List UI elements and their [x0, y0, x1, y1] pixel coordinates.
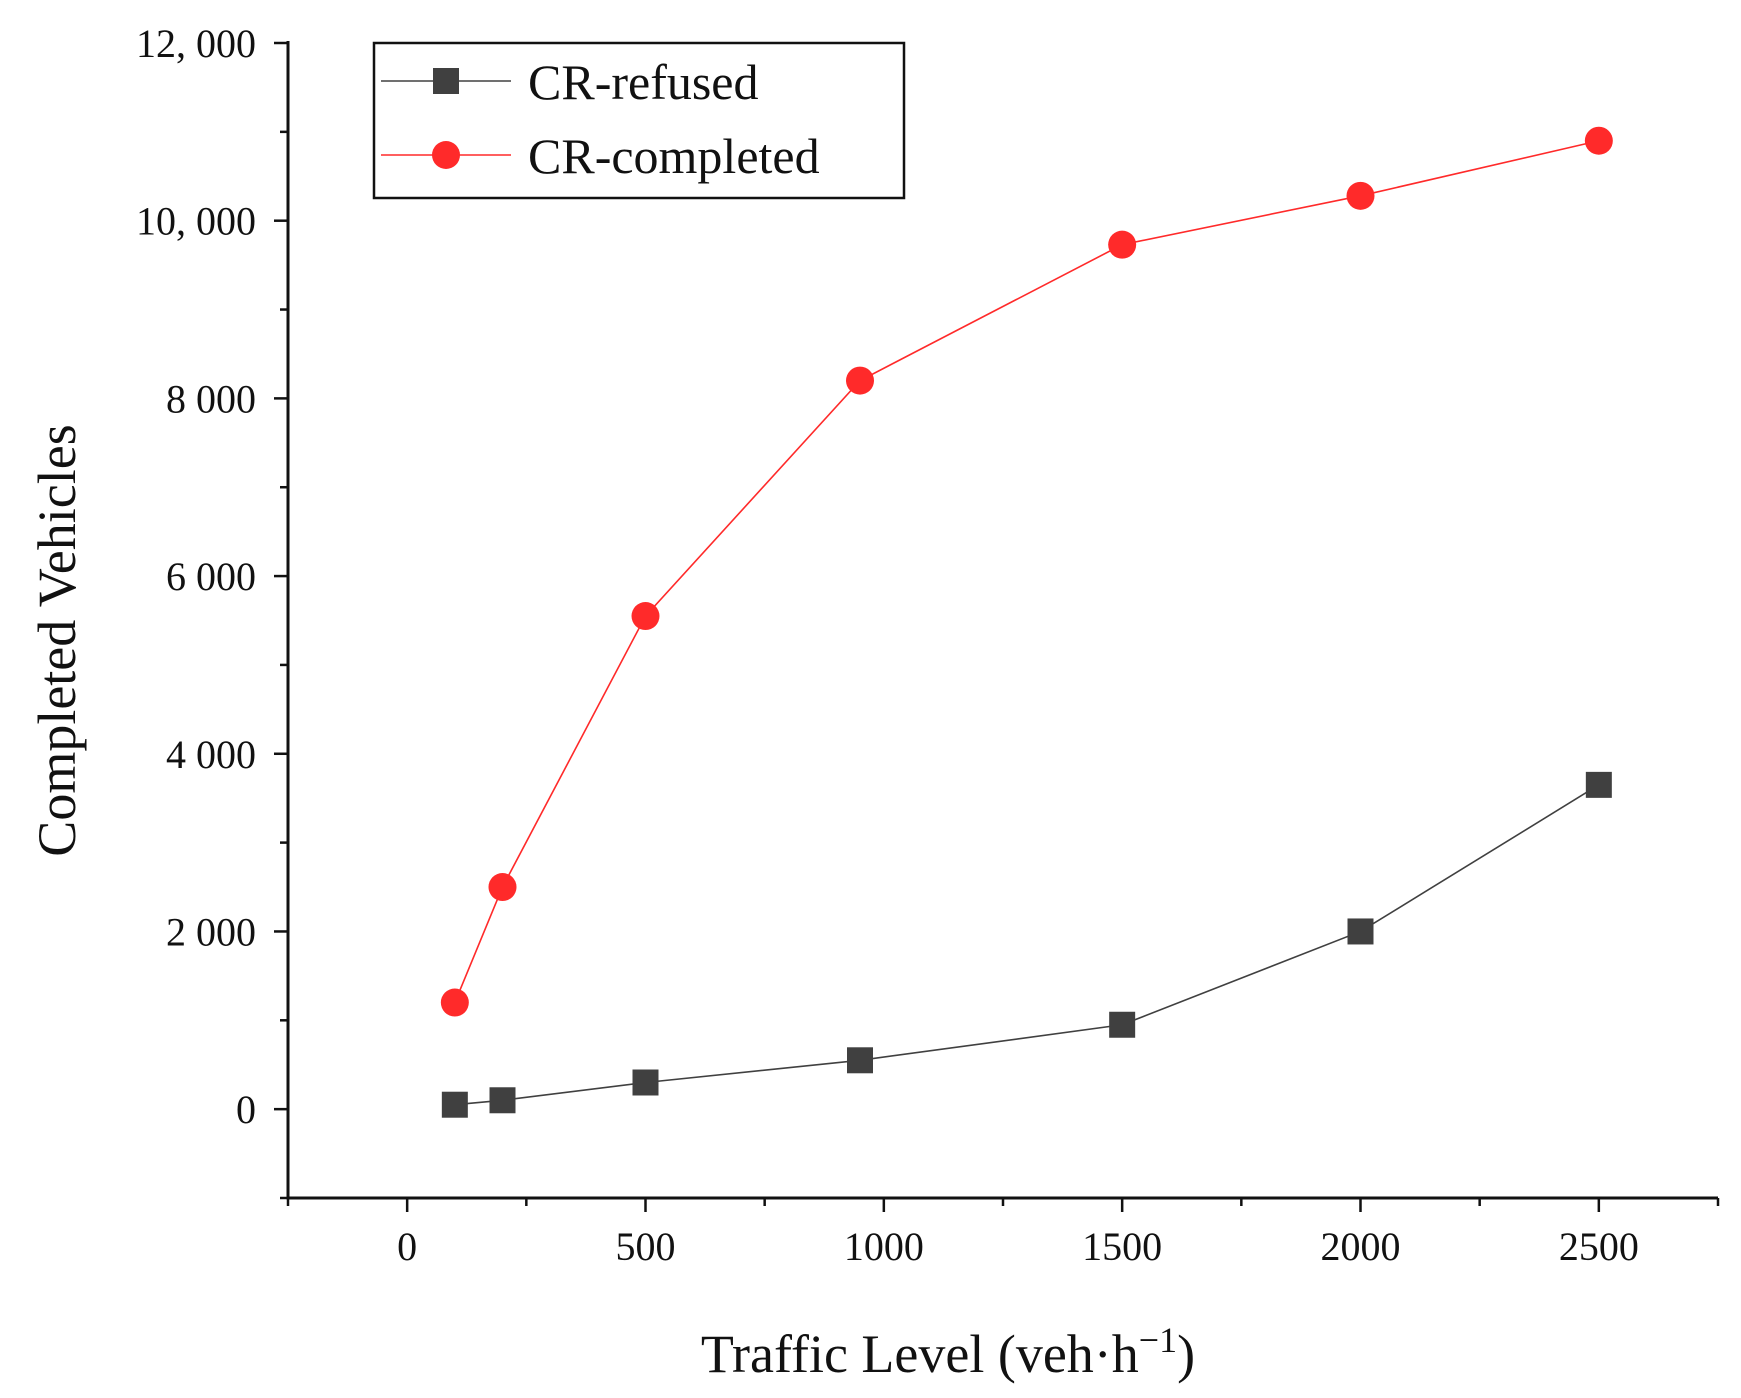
data-point-circle	[440, 988, 469, 1017]
legend-item-cr-refused: CR-refused	[381, 54, 759, 110]
y-tick-label: 4 000	[166, 732, 256, 777]
data-point-circle	[1346, 181, 1375, 210]
legend-label-cr-refused: CR-refused	[528, 54, 759, 110]
x-axis-ticks: 0 500 1000 1500 2000 2500	[286, 1198, 1720, 1269]
x-tick-label: 1500	[1082, 1224, 1162, 1269]
series-cr-completed	[440, 126, 1613, 1017]
data-point-square	[489, 1087, 516, 1114]
series-cr-refused	[441, 771, 1612, 1118]
y-tick-label: 12, 000	[136, 21, 256, 66]
data-point-square	[632, 1069, 659, 1096]
x-tick-label: 0	[397, 1224, 417, 1269]
x-axis-title-main: Traffic Level (veh·h	[701, 1324, 1139, 1384]
data-point-circle	[631, 602, 660, 631]
data-point-circle	[488, 873, 517, 902]
data-point-circle	[846, 366, 874, 395]
x-axis-title: Traffic Level (veh·h−1)	[701, 1320, 1195, 1384]
legend: CR-refused CR-completed	[372, 41, 906, 200]
axes: 0 2 000 4 000 6 000 8 000 10, 000 12, 000 0 500…	[136, 21, 1720, 1269]
x-tick-label: 2500	[1559, 1224, 1639, 1269]
x-tick-label: 1000	[844, 1224, 924, 1269]
x-tick-label: 500	[616, 1224, 676, 1269]
y-tick-label: 2 000	[166, 909, 256, 954]
data-point-square	[441, 1091, 468, 1118]
y-tick-label: 0	[236, 1087, 256, 1132]
series-line-cr-refused	[454, 784, 1600, 1106]
data-point-square	[1109, 1011, 1136, 1038]
y-tick-label: 10, 000	[136, 199, 256, 244]
y-axis-title: Completed Vehicles	[27, 424, 87, 856]
legend-marker-circle	[432, 141, 460, 169]
data-point-square	[1585, 771, 1612, 798]
legend-label-cr-completed: CR-completed	[528, 128, 820, 184]
y-tick-label: 6 000	[166, 554, 256, 599]
x-axis-title-superscript: −1	[1139, 1320, 1177, 1360]
data-point-square	[847, 1047, 873, 1074]
legend-marker-square	[433, 68, 459, 94]
data-point-square	[1347, 918, 1374, 945]
legend-box	[372, 41, 906, 200]
legend-item-cr-completed: CR-completed	[381, 128, 820, 184]
y-axis-ticks: 0 2 000 4 000 6 000 8 000 10, 000 12, 000	[136, 21, 288, 1200]
data-point-circle	[1108, 230, 1137, 259]
x-axis-title-suffix: )	[1177, 1324, 1195, 1384]
series-line-cr-completed	[454, 139, 1600, 1003]
x-tick-label: 2000	[1321, 1224, 1401, 1269]
data-point-circle	[1584, 126, 1613, 155]
series-layer	[440, 126, 1613, 1118]
y-tick-label: 8 000	[166, 376, 256, 421]
